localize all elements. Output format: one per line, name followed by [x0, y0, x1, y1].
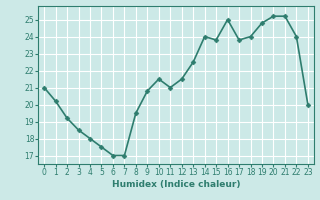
- X-axis label: Humidex (Indice chaleur): Humidex (Indice chaleur): [112, 180, 240, 189]
